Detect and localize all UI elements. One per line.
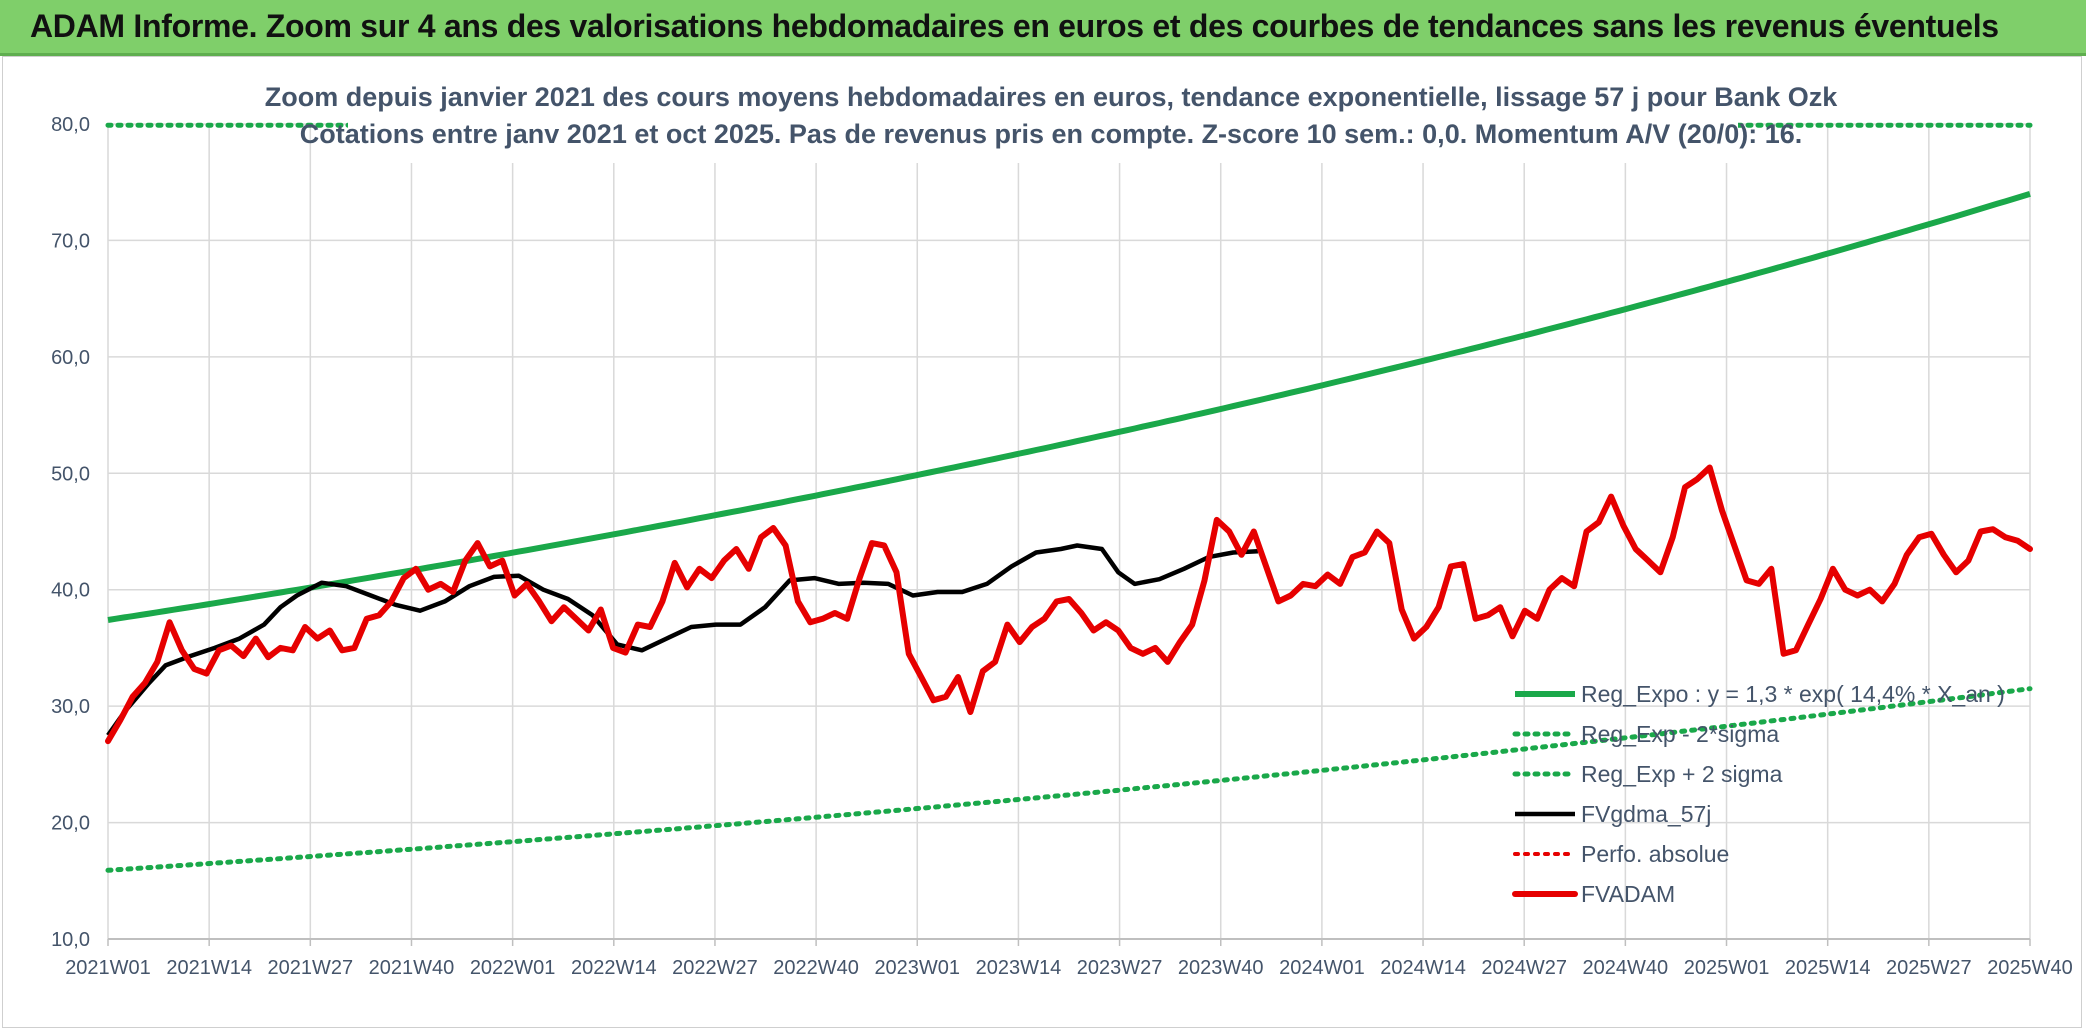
legend-entry: FVgdma_57j (1581, 801, 1711, 827)
y-tick-label: 10,0 (51, 929, 90, 951)
x-tick-label: 2025W40 (1987, 957, 2073, 979)
title-banner: ADAM Informe. Zoom sur 4 ans des valoris… (0, 0, 2086, 56)
y-tick-label: 30,0 (51, 696, 90, 718)
legend-entry: Reg_Exp + 2 sigma (1581, 761, 1783, 787)
y-tick-label: 40,0 (51, 580, 90, 602)
x-tick-label: 2022W27 (672, 957, 758, 979)
series-fvadam (105, 464, 2033, 745)
legend-entry: Reg_Exp - 2*sigma (1581, 721, 1779, 747)
x-tick-label: 2025W27 (1886, 957, 1972, 979)
x-tick-label: 2022W14 (571, 957, 657, 979)
line-chart: 10,0 20,0 30,0 40,0 50,0 60,0 70,0 80,0 2021W01 2… (51, 65, 2073, 979)
y-tick-label: 80,0 (51, 114, 90, 136)
x-tick-label: 2024W14 (1380, 957, 1466, 979)
x-tick-label: 2023W27 (1077, 957, 1163, 979)
x-tick-label: 2023W40 (1178, 957, 1264, 979)
y-tick-label: 50,0 (51, 463, 90, 485)
chart-title: Zoom depuis janvier 2021 des cours moyen… (265, 82, 1839, 149)
page-title: ADAM Informe. Zoom sur 4 ans des valoris… (30, 8, 1999, 44)
chart-subtitle-line-2: Cotations entre janv 2021 et oct 2025. P… (300, 119, 1803, 149)
x-tick-label: 2022W40 (773, 957, 859, 979)
series-reg-exp-2-sigma (105, 686, 2033, 873)
legend-entry: FVADAM (1581, 881, 1675, 907)
series-layer (105, 65, 2033, 873)
x-tick-label: 2024W40 (1583, 957, 1669, 979)
x-tick-label: 2025W01 (1684, 957, 1770, 979)
chart-subtitle-line-1: Zoom depuis janvier 2021 des cours moyen… (265, 82, 1839, 112)
y-tick-label: 20,0 (51, 813, 90, 835)
x-tick-label: 2021W01 (65, 957, 151, 979)
chart-frame: 10,0 20,0 30,0 40,0 50,0 60,0 70,0 80,0 2021W01 2… (2, 56, 2082, 1028)
x-tick-label: 2025W14 (1785, 957, 1871, 979)
legend-entry: Reg_Expo : y = 1,3 * exp( 14,4% * X_an ) (1581, 681, 2005, 707)
x-tick-label: 2023W01 (874, 957, 960, 979)
x-tick-label: 2022W01 (470, 957, 556, 979)
x-tick-label: 2021W27 (268, 957, 354, 979)
series-reg-expo (107, 191, 2031, 623)
x-tick-label: 2023W14 (976, 957, 1062, 979)
axes: 10,0 20,0 30,0 40,0 50,0 60,0 70,0 80,0 2021W01 2… (51, 114, 2073, 979)
x-tick-label: 2021W14 (166, 957, 252, 979)
grid (107, 123, 2031, 940)
x-tick-label: 2021W40 (369, 957, 455, 979)
x-tick-label: 2024W01 (1279, 957, 1365, 979)
y-tick-label: 70,0 (51, 230, 90, 252)
series-fvgdma-57j (106, 543, 1259, 737)
x-tick-label: 2024W27 (1481, 957, 1567, 979)
legend-entry: Perfo. absolue (1581, 841, 1729, 867)
y-tick-label: 60,0 (51, 347, 90, 369)
title-background (348, 65, 1738, 163)
legend: Reg_Expo : y = 1,3 * exp( 14,4% * X_an )… (1512, 681, 2005, 907)
